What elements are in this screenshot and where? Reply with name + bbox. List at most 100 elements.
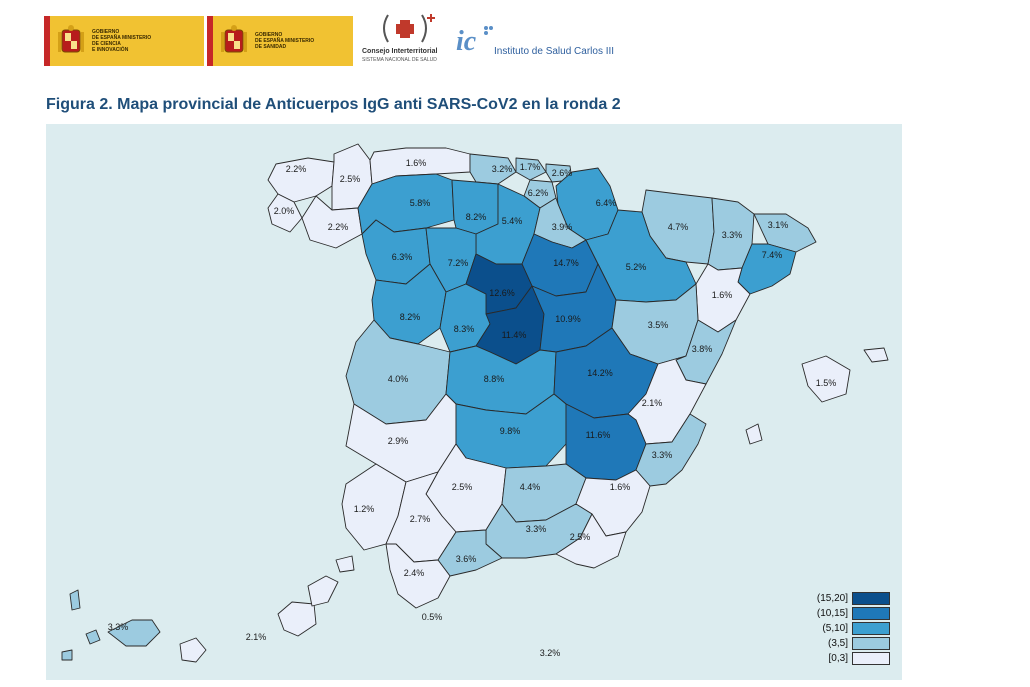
province-cadiz: [385, 543, 451, 609]
legend-row: (5,10]: [798, 621, 890, 635]
legend-row: (10,15]: [798, 606, 890, 620]
label-cordoba: 2.5%: [452, 482, 473, 492]
label-ciudadreal: 9.8%: [500, 426, 521, 436]
label-coruna: 2.2%: [286, 164, 307, 174]
label-segovia: 12.6%: [489, 288, 515, 298]
cisns-subtitle: SISTEMA NACIONAL DE SALUD: [362, 57, 437, 63]
isciii-mark-icon: ic: [456, 26, 493, 57]
island-hierro: [61, 649, 73, 661]
legend-row: [0,3]: [798, 651, 890, 665]
island-menorca: [863, 347, 889, 363]
province-pontevedra: [267, 193, 303, 233]
label-guadalajara: 10.9%: [555, 314, 581, 324]
label-cantabria: 3.2%: [492, 164, 513, 174]
label-castellon: 3.8%: [692, 344, 713, 354]
cross-logo-icon: [383, 14, 435, 43]
label-soria: 14.7%: [553, 258, 579, 268]
label-larioja: 3.9%: [552, 222, 573, 232]
label-granada: 3.3%: [526, 524, 547, 534]
map-panel: 2.2% 2.5% 2.0% 2.2% 1.6% 3.2% 1.7% 2.6% 6.2% 6.4%…: [46, 124, 902, 680]
label-salamanca: 8.2%: [400, 312, 421, 322]
flag-stripe: [44, 16, 50, 66]
header-logos: GOBIERNO DE ESPAÑA MINISTERIO DE CIENCIA…: [44, 12, 644, 68]
label-lugo: 2.5%: [340, 174, 361, 184]
legend-label: (10,15]: [816, 607, 848, 619]
island-grancanaria: [179, 637, 207, 663]
label-teruel: 3.5%: [648, 320, 669, 330]
legend-swatch: [852, 591, 890, 605]
label-albacete: 11.6%: [586, 430, 611, 440]
legend-row: (3,5]: [798, 636, 890, 650]
label-lleida: 3.3%: [722, 230, 743, 240]
label-laspalmas: 2.1%: [246, 632, 267, 642]
legend-label: (15,20]: [816, 592, 848, 604]
legend-swatch: [852, 606, 890, 620]
svg-text:ic: ic: [456, 26, 477, 57]
map-legend: (15,20] (10,15] (5,10] (3,5] [0,3]: [798, 591, 890, 666]
label-avila: 8.3%: [454, 324, 475, 334]
label-madrid: 11.4%: [502, 330, 527, 340]
label-burgos: 5.4%: [502, 216, 523, 226]
legend-row: (15,20]: [798, 591, 890, 605]
label-alicante: 3.3%: [652, 450, 673, 460]
province-laspalmas: [277, 601, 317, 637]
label-sevilla: 2.7%: [410, 514, 431, 524]
consejo-interterritorial-logo: Consejo Interterritorial SISTEMA NACIONA…: [362, 12, 472, 68]
label-ceuta: 0.5%: [422, 612, 443, 622]
figure-title: Figura 2. Mapa provincial de Anticuerpos…: [46, 96, 621, 113]
label-tarragona: 1.6%: [712, 290, 733, 300]
province-vizcaya: [515, 157, 547, 181]
province-palencia: [451, 179, 499, 235]
province-tenerife: [107, 619, 161, 647]
gobierno-sanidad-logo: GOBIERNO DE ESPAÑA MINISTERIO DE SANIDAD: [207, 16, 353, 66]
label-badajoz: 2.9%: [388, 436, 409, 446]
label-cuenca: 14.2%: [587, 368, 613, 378]
label-huesca: 4.7%: [668, 222, 689, 232]
legend-swatch: [852, 621, 890, 635]
label-jaen: 4.4%: [520, 482, 541, 492]
label-palencia: 8.2%: [466, 212, 487, 222]
label-guipuzcoa: 2.6%: [552, 168, 573, 178]
label-huelva: 1.2%: [354, 504, 375, 514]
label-valladolid: 7.2%: [448, 258, 469, 268]
label-vizcaya: 1.7%: [520, 162, 541, 172]
label-tenerife: 3.3%: [108, 622, 129, 632]
isciii-logo: ic Instituto de Salud Carlos III: [454, 20, 644, 68]
island-gomera: [85, 629, 101, 645]
label-melilla: 3.2%: [540, 648, 561, 658]
label-toledo: 8.8%: [484, 374, 505, 384]
label-malaga: 3.6%: [456, 554, 477, 564]
label-murcia: 1.6%: [610, 482, 631, 492]
label-asturias: 1.6%: [406, 158, 427, 168]
island-lanzarote: [335, 555, 355, 573]
label-barcelona: 7.4%: [762, 250, 783, 260]
province-map: 2.2% 2.5% 2.0% 2.2% 1.6% 3.2% 1.7% 2.6%6.2% 6.4%…: [61, 143, 889, 663]
gov2-label: GOBIERNO DE ESPAÑA MINISTERIO DE SANIDAD: [255, 32, 315, 50]
legend-swatch: [852, 651, 890, 665]
label-alava: 6.2%: [528, 188, 549, 198]
legend-label: (5,10]: [822, 622, 848, 634]
province-salamanca: [371, 263, 447, 345]
coat-of-arms-icon: [56, 24, 86, 58]
legend-swatch: [852, 636, 890, 650]
gov1-label: GOBIERNO DE ESPAÑA MINISTERIO DE CIENCIA…: [92, 29, 152, 53]
label-baleares: 1.5%: [816, 378, 837, 388]
label-girona: 3.1%: [768, 220, 789, 230]
label-leon: 5.8%: [410, 198, 431, 208]
gobierno-ciencia-logo: GOBIERNO DE ESPAÑA MINISTERIO DE CIENCIA…: [44, 16, 204, 66]
label-caceres: 4.0%: [388, 374, 409, 384]
label-almeria: 2.5%: [570, 532, 591, 542]
label-navarra: 6.4%: [596, 198, 617, 208]
legend-label: (3,5]: [827, 637, 848, 649]
coat-of-arms-icon: [219, 24, 249, 58]
island-lapalma: [69, 589, 81, 611]
label-ourense: 2.2%: [328, 222, 349, 232]
label-pontevedra: 2.0%: [274, 206, 295, 216]
label-cadiz: 2.4%: [404, 568, 425, 578]
cisns-title: Consejo Interterritorial: [362, 48, 438, 55]
legend-label: [0,3]: [828, 652, 848, 664]
island-fuerteventura: [307, 575, 339, 607]
label-zaragoza: 5.2%: [626, 262, 647, 272]
flag-stripe: [207, 16, 213, 66]
province-almeria: [555, 513, 627, 569]
